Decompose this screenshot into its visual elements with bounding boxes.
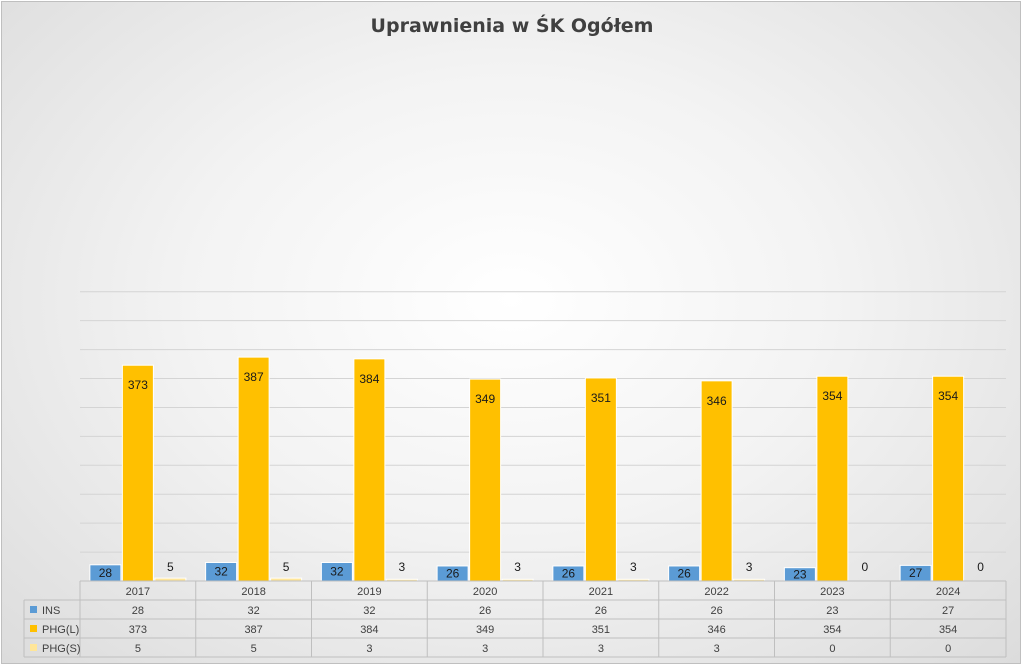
data-label: 3 <box>399 560 406 574</box>
legend-label: INS <box>42 605 60 617</box>
data-label: 23 <box>793 567 807 581</box>
data-label: 3 <box>514 560 521 574</box>
data-label: 0 <box>977 560 984 574</box>
data-label: 387 <box>244 370 264 384</box>
data-label: 349 <box>475 392 495 406</box>
data-label: 26 <box>677 566 691 580</box>
data-label: 3 <box>746 560 753 574</box>
table-cell: 3 <box>714 643 720 655</box>
table-cell: 387 <box>244 624 262 636</box>
data-label: 384 <box>359 372 379 386</box>
data-label: 373 <box>128 378 148 392</box>
table-cell: 0 <box>829 643 835 655</box>
data-label: 32 <box>214 565 228 579</box>
data-label: 28 <box>99 566 113 580</box>
table-cell: 32 <box>248 605 260 617</box>
legend-key <box>30 606 37 613</box>
data-label: 346 <box>707 394 727 408</box>
data-label: 3 <box>630 560 637 574</box>
legend-label: PHG(L) <box>42 624 79 636</box>
table-cell: 5 <box>251 643 257 655</box>
legend-label: PHG(S) <box>42 643 81 655</box>
table-cell: 351 <box>592 624 610 636</box>
x-tick-label: 2017 <box>126 586 150 598</box>
table-cell: 354 <box>823 624 841 636</box>
table-cell: 5 <box>135 643 141 655</box>
table-cell: 0 <box>945 643 951 655</box>
bar-phgl-2019 <box>353 358 386 582</box>
table-cell: 384 <box>360 624 378 636</box>
table-cell: 28 <box>132 605 144 617</box>
bar-phgl-2022 <box>700 380 733 582</box>
table-cell: 349 <box>476 624 494 636</box>
table-cell: 3 <box>366 643 372 655</box>
x-tick-label: 2021 <box>589 586 613 598</box>
table-cell: 26 <box>595 605 607 617</box>
bar-phgl-2018 <box>237 356 270 582</box>
chart-title: Uprawnienia w ŚK Ogółem <box>370 15 654 37</box>
data-label: 32 <box>330 565 344 579</box>
bar-phgl-2023 <box>816 375 849 582</box>
data-label: 26 <box>446 566 460 580</box>
data-label: 5 <box>283 560 290 574</box>
table-cell: 32 <box>363 605 375 617</box>
x-tick-label: 2024 <box>936 586 960 598</box>
x-tick-label: 2023 <box>820 586 844 598</box>
legend-key <box>30 625 37 632</box>
table-cell: 27 <box>942 605 954 617</box>
x-tick-label: 2020 <box>473 586 497 598</box>
table-cell: 23 <box>826 605 838 617</box>
bar-phgl-2020 <box>469 378 502 582</box>
bar-phgl-2024 <box>932 375 965 582</box>
table-cell: 26 <box>711 605 723 617</box>
x-tick-label: 2019 <box>357 586 381 598</box>
bar-phgl-2021 <box>584 377 617 582</box>
table-cell: 354 <box>939 624 957 636</box>
table-cell: 26 <box>479 605 491 617</box>
data-label: 26 <box>562 566 576 580</box>
table-cell: 3 <box>598 643 604 655</box>
x-tick-label: 2018 <box>241 586 265 598</box>
bar-phgl-2017 <box>121 364 154 582</box>
data-label: 0 <box>862 560 869 574</box>
data-label: 354 <box>938 389 958 403</box>
x-tick-label: 2022 <box>704 586 728 598</box>
data-label: 5 <box>167 560 174 574</box>
legend-key <box>30 644 37 651</box>
data-label: 354 <box>822 389 842 403</box>
table-cell: 346 <box>707 624 725 636</box>
data-label: 27 <box>909 566 923 580</box>
data-label: 351 <box>591 391 611 405</box>
table-cell: 373 <box>129 624 147 636</box>
table-cell: 3 <box>482 643 488 655</box>
